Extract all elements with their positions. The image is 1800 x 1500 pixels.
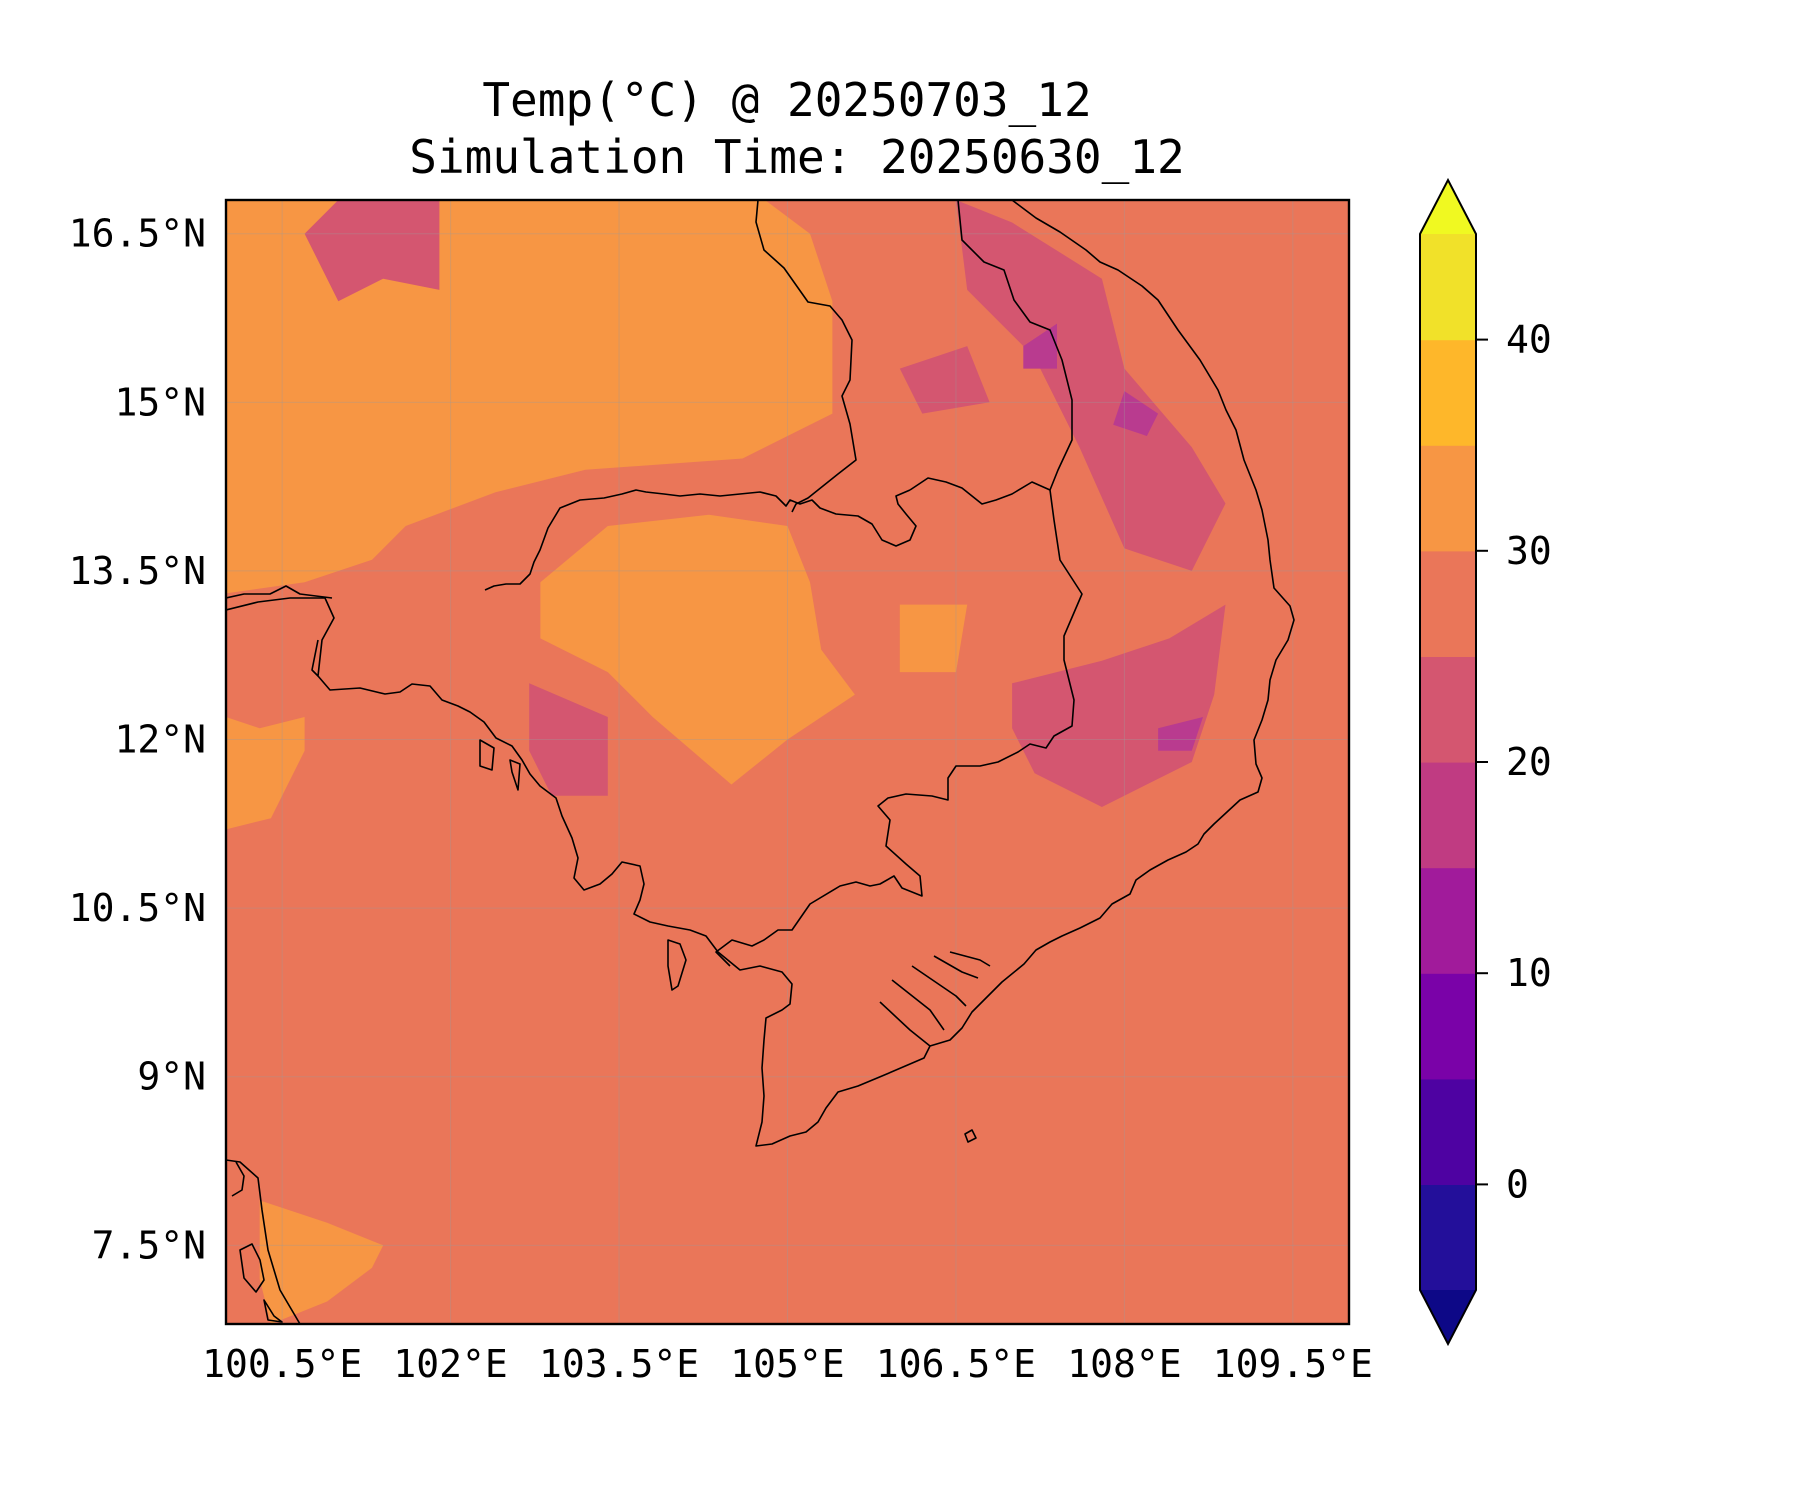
temp-region-20-10	[1113, 391, 1159, 436]
coastlines	[226, 200, 1295, 1324]
temp-region-25-9	[304, 200, 440, 302]
colorbar-segment	[1420, 1184, 1476, 1291]
latitude-tick-labels: 16.5°N 15°N 13.5°N 12°N 10.5°N 9°N 7.5°N	[69, 212, 206, 1268]
lon-tick-label: 100.5°E	[202, 1342, 362, 1386]
lon-tick-label: 109.5°E	[1213, 1342, 1373, 1386]
lat-tick-label: 7.5°N	[92, 1223, 206, 1267]
temp-region-20-12	[1158, 717, 1203, 751]
lon-tick-label: 102°E	[393, 1342, 507, 1386]
lon-tick-label: 108°E	[1067, 1342, 1181, 1386]
lon-tick-label: 105°E	[730, 1342, 844, 1386]
border-cambodia-vietnam	[715, 489, 1083, 967]
colorbar-segment	[1420, 234, 1476, 341]
colorbar-tick-label: 30	[1506, 529, 1552, 573]
lat-tick-label: 9°N	[137, 1055, 206, 1099]
colorbar-tick-label: 40	[1506, 318, 1552, 362]
lon-tick-label: 103.5°E	[539, 1342, 699, 1386]
colorbar-tick-label: 10	[1506, 951, 1552, 995]
coast-con-dao	[964, 1129, 977, 1143]
coast-lower-left	[231, 1161, 283, 1323]
longitude-tick-labels: 100.5°E 102°E 103.5°E 105°E 106.5°E 108°E 109.…	[202, 1342, 1373, 1386]
coast-koh-kong	[479, 739, 521, 791]
colorbar-segment	[1420, 973, 1476, 1080]
colorbar-tick-label: 0	[1506, 1162, 1529, 1206]
colorbar-segment	[1420, 550, 1476, 657]
temp-region-30-4	[899, 604, 968, 673]
temp-region-20-11	[1023, 323, 1057, 369]
colorbar-segment	[1420, 867, 1476, 974]
lat-tick-label: 16.5°N	[69, 212, 206, 256]
map-area	[224, 198, 1351, 1326]
border-laos-vietnam	[957, 200, 1073, 491]
coastline-gulf-of-thailand	[226, 200, 1295, 1147]
lat-tick-label: 15°N	[114, 380, 206, 424]
temp-region-30-2	[259, 1200, 384, 1324]
lon-tick-label: 106.5°E	[876, 1342, 1036, 1386]
map-subtitle: Simulation Time: 20250630_12	[409, 130, 1184, 184]
colorbar-outline	[1419, 177, 1477, 1347]
colorbar-under-extension	[1420, 1290, 1476, 1344]
colorbar-segment	[1420, 762, 1476, 869]
border-thailand-myanmar	[226, 585, 333, 1324]
colorbar-segment	[1420, 445, 1476, 552]
temp-region-25-5	[956, 200, 1226, 571]
lat-tick-label: 10.5°N	[69, 886, 206, 930]
temp-region-30-3	[540, 514, 855, 785]
temp-region-25-6	[1012, 604, 1226, 807]
temp-region-25-7	[529, 683, 608, 796]
colorbar-segment	[1420, 1078, 1476, 1185]
colorbar: 0 10 20 30 40	[1419, 177, 1552, 1347]
colorbar-segment	[1420, 339, 1476, 446]
map-title: Temp(°C) @ 20250703_12	[482, 73, 1091, 127]
temperature-regions	[226, 200, 1226, 1324]
temp-region-25-8	[899, 346, 990, 414]
lat-tick-label: 12°N	[114, 718, 206, 762]
coast-phu-quoc	[667, 939, 687, 991]
colorbar-tick-label: 20	[1506, 740, 1552, 784]
map-frame	[224, 198, 1351, 1326]
border-thailand-cambodia	[484, 489, 917, 591]
temp-region-30-1	[226, 717, 305, 830]
coast-mekong-delta-rivers	[879, 951, 991, 1047]
gridlines	[226, 200, 1349, 1324]
temp-region-30-0	[226, 200, 833, 594]
border-thailand-laos-mekong	[755, 200, 857, 513]
lat-tick-label: 13.5°N	[69, 549, 206, 593]
border-cambodia-laos	[909, 477, 1051, 505]
colorbar-segment	[1420, 656, 1476, 763]
colorbar-over-extension	[1420, 180, 1476, 234]
